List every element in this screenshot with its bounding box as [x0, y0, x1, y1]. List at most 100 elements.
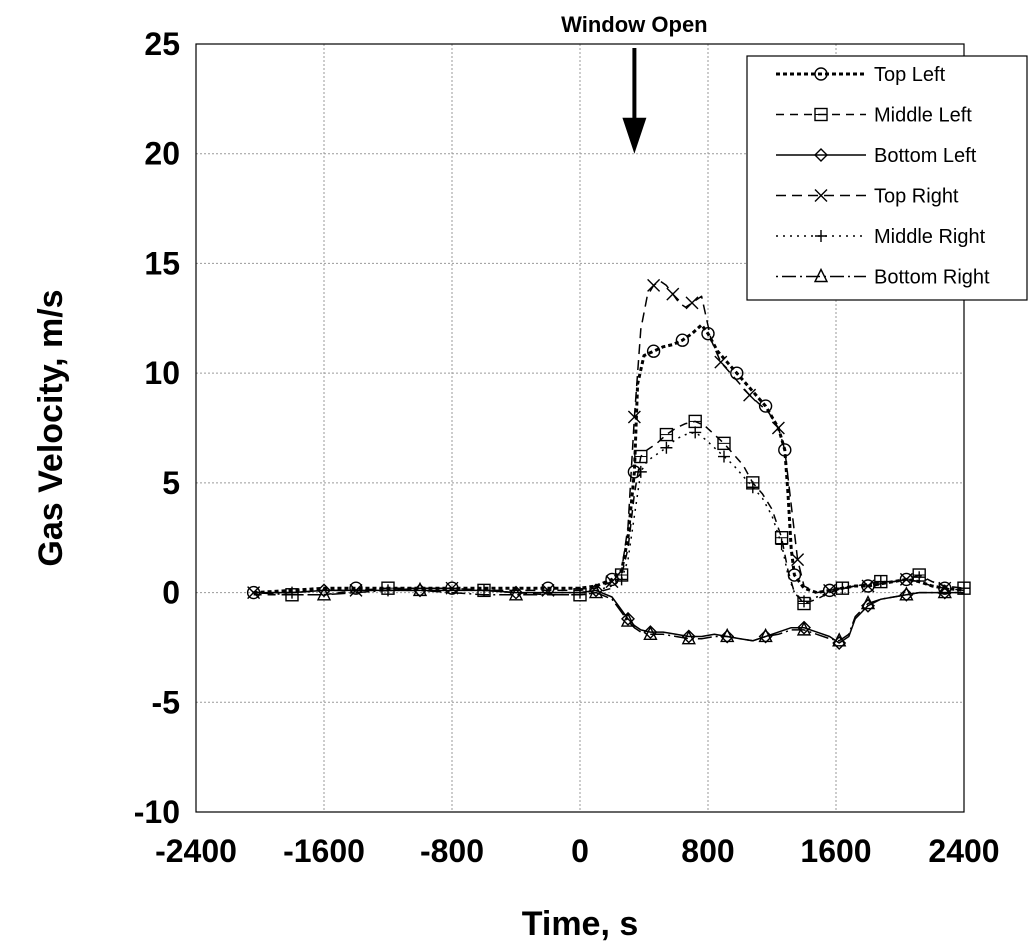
series-middle-left-marker	[634, 449, 648, 464]
series-bottom-right-marker	[508, 586, 524, 601]
legend-item-middle-right-marker	[815, 230, 827, 242]
series-top-left-marker	[730, 366, 744, 380]
series-layer	[246, 278, 971, 651]
series-middle-right-marker	[913, 571, 926, 584]
y-tick-label: -10	[134, 794, 180, 830]
series-bottom-right-marker	[937, 584, 952, 599]
annotation-arrow-head	[622, 117, 647, 154]
legend-item-top-left-marker	[814, 67, 828, 81]
legend-item-top-right: Top Right	[776, 186, 959, 208]
series-middle-right-marker	[286, 586, 298, 599]
plot-area-frame	[195, 43, 965, 813]
series-top-left-marker	[758, 399, 773, 413]
series-bottom-right-marker	[588, 584, 604, 599]
series-top-left-marker	[899, 572, 914, 587]
series-top-right-marker	[685, 296, 699, 310]
series-top-right-marker	[605, 575, 619, 589]
series-middle-right-marker	[718, 450, 730, 463]
legend: Top Left Middle Left Bottom Left Top Right M…	[746, 55, 1028, 301]
series-top-left-marker	[675, 333, 690, 347]
y-axis-title: Gas Velocity, m/s	[32, 289, 70, 566]
series-bottom-left-marker	[681, 629, 696, 644]
legend-item-top-left: Top Left	[776, 64, 946, 86]
series-top-left-marker	[938, 581, 952, 595]
series-bottom-right-marker	[412, 581, 428, 597]
tick-labels: -2400 -1600 -800 0 800 1600 2400 -10 -5 0 5 10 15 20 2…	[134, 26, 1000, 869]
series-bottom-right-marker	[796, 621, 812, 636]
series-middle-right-marker	[836, 582, 849, 595]
series-middle-left-marker	[717, 436, 731, 451]
series-middle-right-marker	[775, 538, 788, 551]
series-middle-right-marker	[660, 441, 673, 454]
legend-items: Top Left Middle Left Bottom Left Top Right M…	[776, 64, 990, 289]
series-middle-left-marker	[659, 427, 674, 442]
series-top-right-marker	[714, 355, 728, 369]
legend-item-middle-right: Middle Right	[776, 226, 986, 248]
x-tick-label: 0	[571, 833, 589, 869]
series-top-right-marker	[349, 583, 363, 597]
series-bottom-right-marker	[832, 632, 847, 647]
series-middle-right-marker	[798, 595, 810, 608]
legend-item-bottom-right: Bottom Right	[776, 267, 990, 289]
x-tick-label: 1600	[800, 833, 871, 869]
series-bottom-right-marker	[720, 627, 735, 643]
series-bottom-right-marker	[620, 612, 636, 627]
series-top-right-marker	[823, 583, 837, 597]
series-bottom-left-marker	[937, 585, 952, 600]
y-tick-label: -5	[152, 684, 180, 720]
y-tick-label: 10	[144, 355, 180, 391]
legend-box	[746, 55, 1028, 301]
y-tick-label: 25	[144, 26, 180, 62]
series-middle-right-marker	[574, 586, 586, 599]
legend-item-middle-left-marker	[814, 107, 828, 122]
series-top-right-marker	[647, 278, 661, 292]
series-middle-right-line	[253, 431, 965, 603]
x-tick-label: -2400	[155, 833, 237, 869]
series-bottom-left-marker	[758, 629, 773, 644]
series-bottom-right-marker	[316, 586, 332, 601]
legend-item-top-left-label: Top Left	[874, 64, 946, 86]
series-middle-right-marker	[689, 426, 702, 439]
series-top-right-marker	[771, 421, 785, 435]
series-bottom-right-marker	[681, 630, 696, 645]
y-tick-label: 0	[162, 575, 180, 611]
series-top-right-marker	[861, 579, 875, 593]
series-bottom-left-marker	[797, 620, 811, 635]
x-tick-label: -1600	[283, 833, 365, 869]
series-top-right-line	[253, 280, 965, 594]
x-tick-label: 800	[681, 833, 734, 869]
legend-item-bottom-right-label: Bottom Right	[874, 267, 990, 289]
series-bottom-left-marker	[643, 625, 658, 640]
series-top-right-marker	[666, 287, 680, 301]
window-open-annotation: Window Open	[561, 12, 708, 154]
series-top-right-marker	[743, 388, 757, 402]
series-bottom-left-marker	[621, 611, 635, 626]
series-middle-right	[253, 426, 970, 608]
series-top-left-marker	[349, 581, 363, 595]
series-middle-right-marker	[746, 481, 759, 494]
legend-item-top-right-marker	[814, 189, 828, 202]
legend-item-bottom-right-marker	[813, 267, 829, 283]
y-tick-label: 15	[144, 245, 180, 281]
series-middle-right-marker	[874, 575, 887, 588]
annotation-label: Window Open	[561, 12, 707, 37]
series-middle-right-marker	[615, 573, 628, 586]
series-bottom-left-marker	[720, 629, 735, 644]
y-tick-label: 5	[162, 465, 180, 501]
series-bottom-right	[253, 581, 964, 647]
series-bottom-left-marker	[317, 583, 331, 598]
series-bottom-right-marker	[643, 625, 658, 640]
series-bottom-right-marker	[860, 594, 876, 610]
series-top-left-marker	[646, 344, 661, 358]
series-top-right-marker	[627, 410, 641, 424]
series-top-left-line	[253, 323, 965, 595]
x-tick-label: -800	[420, 833, 484, 869]
y-tick-label: 20	[144, 136, 180, 172]
series-bottom-right-line	[253, 589, 964, 642]
legend-item-top-right-label: Top Right	[874, 186, 959, 208]
legend-item-middle-right-label: Middle Right	[874, 226, 986, 248]
series-bottom-right-marker	[899, 586, 914, 601]
series-top-left-marker	[787, 568, 802, 582]
legend-item-middle-left: Middle Left	[776, 105, 972, 127]
